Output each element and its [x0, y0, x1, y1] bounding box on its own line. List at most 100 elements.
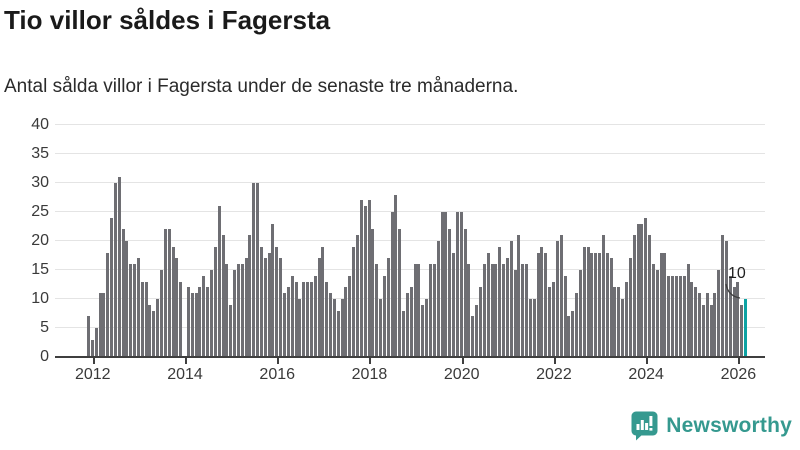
bar — [256, 183, 260, 357]
bar — [494, 264, 498, 357]
bar — [221, 235, 225, 357]
bar — [736, 281, 740, 357]
bar — [478, 287, 482, 357]
bar — [309, 281, 313, 357]
bar — [302, 281, 306, 357]
bar — [613, 287, 617, 357]
bar — [724, 241, 728, 357]
bar — [321, 246, 325, 357]
bar — [213, 246, 217, 357]
bar — [236, 264, 240, 357]
bar — [448, 229, 452, 357]
bar — [382, 275, 386, 357]
bar — [482, 264, 486, 357]
bar — [586, 246, 590, 357]
gridline — [55, 182, 765, 183]
bar — [87, 316, 90, 357]
bar — [498, 246, 502, 357]
bar — [282, 293, 286, 357]
bar — [509, 241, 513, 357]
plot-area: 0 5 10 15 20 25 30 35 40 — [31, 116, 765, 365]
bar — [279, 258, 283, 357]
bar — [209, 270, 213, 357]
bar — [359, 200, 363, 357]
y-axis-label: 25 — [31, 203, 49, 220]
x-axis-tick — [92, 358, 95, 364]
bar — [348, 275, 352, 357]
bar — [344, 287, 348, 357]
x-axis-label: 2020 — [443, 366, 480, 383]
bar — [167, 229, 171, 357]
bar — [594, 252, 598, 357]
bar — [144, 281, 148, 357]
gridline — [55, 153, 765, 154]
bar — [528, 299, 532, 357]
bar — [544, 252, 548, 357]
bar — [617, 287, 621, 357]
bar — [452, 252, 456, 357]
x-axis-label: 2012 — [74, 366, 111, 383]
bar — [298, 299, 302, 357]
bar — [110, 217, 114, 357]
y-axis-label: 0 — [40, 348, 49, 365]
bar — [202, 275, 206, 357]
bar — [701, 304, 705, 357]
bar — [386, 258, 390, 357]
x-axis-tick — [553, 358, 556, 364]
bar — [682, 275, 686, 357]
y-axis-label: 15 — [31, 261, 49, 278]
bar — [398, 229, 402, 357]
bar — [517, 235, 521, 357]
bar — [621, 299, 625, 357]
bar — [640, 223, 644, 357]
bar — [563, 275, 567, 357]
bar — [421, 304, 425, 357]
bar — [552, 281, 555, 357]
bar — [471, 316, 475, 357]
gridline — [55, 124, 765, 125]
bar — [352, 246, 356, 357]
gridline — [55, 211, 765, 212]
bar — [275, 246, 279, 357]
highlight-bar — [744, 299, 748, 357]
bar — [601, 235, 605, 357]
bar — [559, 235, 563, 357]
bar — [405, 293, 409, 357]
bar — [513, 270, 517, 357]
bar — [521, 264, 525, 357]
bar — [690, 281, 694, 357]
y-axis-label: 20 — [31, 232, 49, 249]
x-axis-tick — [184, 358, 187, 364]
bar — [133, 264, 137, 357]
bar — [252, 183, 256, 357]
bar — [686, 264, 690, 357]
bar — [429, 264, 433, 357]
bar — [467, 264, 471, 357]
bar — [425, 299, 429, 357]
highlight-value-label: 10 — [728, 265, 746, 282]
bar — [198, 287, 202, 357]
bar — [674, 275, 678, 357]
bar — [598, 252, 602, 357]
bar — [98, 293, 102, 357]
bar — [129, 264, 133, 357]
bar — [225, 264, 229, 357]
bar — [367, 200, 371, 357]
bar — [271, 223, 275, 357]
bar — [548, 287, 552, 357]
y-axis-label: 40 — [31, 116, 49, 133]
bar — [709, 304, 713, 357]
bar — [590, 252, 594, 357]
bar — [217, 206, 221, 357]
x-axis-label: 2014 — [167, 366, 203, 383]
bar — [705, 293, 709, 357]
bar — [125, 241, 129, 357]
bar — [267, 252, 271, 357]
bar — [732, 287, 736, 357]
bar — [578, 270, 582, 357]
bar — [340, 299, 344, 357]
page-title: Tio villor såldes i Fagersta — [4, 5, 331, 35]
x-axis-tick — [277, 358, 280, 364]
gridline — [55, 240, 765, 241]
bar — [632, 235, 636, 357]
